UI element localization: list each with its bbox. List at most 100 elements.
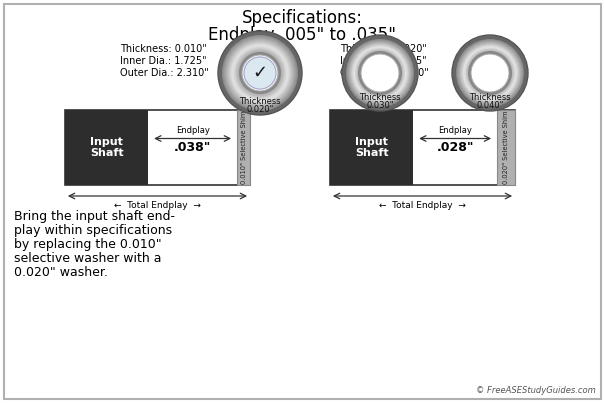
- Circle shape: [455, 38, 525, 108]
- Circle shape: [358, 51, 402, 95]
- Circle shape: [226, 39, 294, 107]
- Circle shape: [244, 57, 276, 89]
- Circle shape: [225, 38, 295, 108]
- Circle shape: [457, 40, 523, 106]
- Text: Inner Dia.: 1.725": Inner Dia.: 1.725": [340, 56, 427, 66]
- Text: Endplay: Endplay: [175, 126, 209, 135]
- Text: Bring the input shaft end-: Bring the input shaft end-: [14, 210, 175, 223]
- Text: Thickness: 0.020": Thickness: 0.020": [340, 44, 427, 54]
- Circle shape: [360, 53, 400, 93]
- Circle shape: [469, 52, 511, 94]
- Circle shape: [359, 52, 401, 94]
- Circle shape: [352, 45, 408, 101]
- Circle shape: [349, 42, 411, 104]
- Circle shape: [239, 52, 281, 94]
- Circle shape: [218, 31, 302, 115]
- Text: 0.010" Selective Shim: 0.010" Selective Shim: [241, 111, 246, 184]
- Circle shape: [228, 41, 292, 105]
- Text: by replacing the 0.010": by replacing the 0.010": [14, 238, 162, 251]
- Circle shape: [453, 36, 527, 110]
- Text: 0.030": 0.030": [366, 102, 394, 110]
- Circle shape: [359, 52, 401, 94]
- Circle shape: [361, 54, 399, 92]
- Circle shape: [232, 45, 288, 101]
- Circle shape: [353, 46, 407, 100]
- Text: Thickness: Thickness: [239, 96, 281, 106]
- Text: 0.020" washer.: 0.020" washer.: [14, 266, 108, 279]
- Text: Outer Dia.: 2.310": Outer Dia.: 2.310": [340, 68, 429, 78]
- Text: ←  Total Endplay  →: ← Total Endplay →: [379, 201, 466, 210]
- Text: Outer Dia.: 2.310": Outer Dia.: 2.310": [120, 68, 209, 78]
- Text: 0.040": 0.040": [476, 102, 504, 110]
- Circle shape: [466, 49, 514, 97]
- Circle shape: [343, 36, 417, 110]
- Bar: [65, 110, 250, 185]
- Circle shape: [241, 54, 279, 92]
- Circle shape: [239, 52, 281, 94]
- Circle shape: [220, 33, 300, 113]
- Circle shape: [468, 51, 512, 95]
- Circle shape: [470, 53, 510, 93]
- Circle shape: [227, 40, 293, 106]
- Circle shape: [234, 47, 286, 99]
- Circle shape: [357, 50, 403, 96]
- Text: .028": .028": [436, 141, 474, 154]
- Text: Input
Shaft: Input Shaft: [355, 137, 388, 158]
- Circle shape: [219, 32, 301, 114]
- Text: 0.020" Selective Shim: 0.020" Selective Shim: [503, 111, 509, 184]
- Circle shape: [224, 37, 296, 109]
- Circle shape: [470, 53, 510, 93]
- Circle shape: [222, 35, 298, 111]
- Text: Endplay .005" to .035": Endplay .005" to .035": [208, 26, 396, 44]
- Circle shape: [229, 42, 291, 104]
- Bar: [237, 110, 250, 185]
- Circle shape: [460, 43, 520, 103]
- Text: Thickness: 0.010": Thickness: 0.010": [120, 44, 207, 54]
- Circle shape: [355, 48, 405, 98]
- Circle shape: [471, 54, 509, 92]
- Circle shape: [462, 45, 518, 101]
- Text: Input
Shaft: Input Shaft: [90, 137, 123, 158]
- Circle shape: [231, 44, 289, 102]
- Circle shape: [454, 37, 526, 109]
- Circle shape: [354, 47, 406, 99]
- Circle shape: [223, 36, 297, 110]
- Text: .038": .038": [174, 141, 211, 154]
- Text: ←  Total Endplay  →: ← Total Endplay →: [114, 201, 201, 210]
- Text: Thickness: Thickness: [359, 93, 401, 102]
- Circle shape: [238, 51, 282, 95]
- Circle shape: [468, 51, 512, 95]
- Circle shape: [235, 48, 285, 98]
- Circle shape: [345, 38, 415, 108]
- Circle shape: [348, 41, 412, 105]
- Circle shape: [344, 37, 416, 109]
- Bar: [65, 110, 148, 185]
- Circle shape: [465, 48, 515, 98]
- Circle shape: [242, 55, 278, 91]
- Circle shape: [356, 49, 404, 97]
- Circle shape: [237, 50, 283, 96]
- Text: Inner Dia.: 1.725": Inner Dia.: 1.725": [120, 56, 207, 66]
- Circle shape: [233, 46, 287, 100]
- Circle shape: [351, 44, 409, 102]
- Circle shape: [464, 47, 516, 99]
- Text: Endplay: Endplay: [438, 126, 472, 135]
- Circle shape: [342, 35, 418, 111]
- Text: selective washer with a: selective washer with a: [14, 252, 162, 265]
- Text: © FreeASEStudyGuides.com: © FreeASEStudyGuides.com: [476, 386, 596, 395]
- Text: play within specifications: play within specifications: [14, 224, 172, 237]
- Circle shape: [459, 42, 521, 104]
- Text: 0.020": 0.020": [246, 106, 273, 114]
- Circle shape: [350, 43, 410, 103]
- Circle shape: [358, 51, 402, 95]
- Circle shape: [463, 46, 517, 100]
- Circle shape: [230, 43, 290, 103]
- Circle shape: [236, 49, 284, 97]
- Circle shape: [241, 54, 279, 92]
- Circle shape: [347, 40, 413, 106]
- Circle shape: [221, 34, 299, 112]
- Circle shape: [467, 50, 513, 96]
- Bar: [330, 110, 413, 185]
- Text: ✓: ✓: [252, 64, 267, 82]
- Text: Thickness: Thickness: [469, 93, 511, 102]
